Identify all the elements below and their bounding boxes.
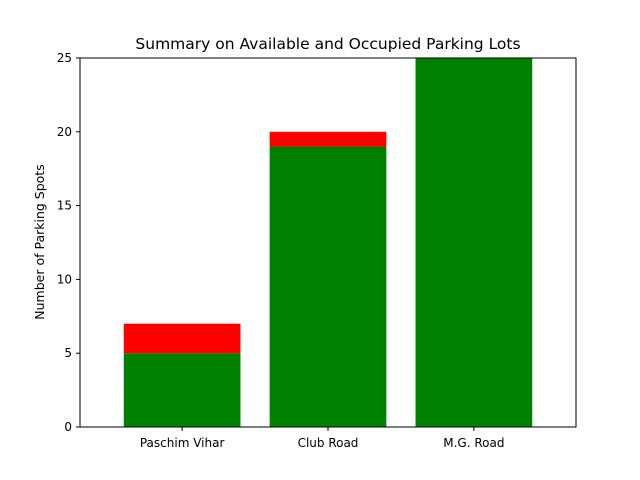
bar-segment-occupied-0	[123, 323, 241, 354]
y-tick-label: 15	[57, 199, 72, 213]
bar-segment-occupied-1	[269, 131, 387, 147]
x-tick-label: Club Road	[298, 436, 359, 450]
bar-segment-available-1	[269, 146, 387, 427]
y-tick-label: 0	[64, 420, 72, 434]
y-axis: 0 5 10 15 20 25	[57, 51, 80, 434]
x-tick-label: Paschim Vihar	[140, 436, 225, 450]
y-tick-label: 20	[57, 125, 72, 139]
bar-segment-available-0	[123, 353, 241, 427]
chart-title: Summary on Available and Occupied Parkin…	[135, 35, 520, 53]
x-tick-label: M.G. Road	[443, 436, 504, 450]
y-tick-label: 25	[57, 51, 72, 65]
y-axis-label: Number of Parking Spots	[32, 164, 47, 319]
x-axis: Paschim Vihar Club Road M.G. Road	[140, 427, 504, 450]
y-tick-label: 10	[57, 272, 72, 286]
bar-segment-available-2	[415, 58, 533, 427]
bars-group	[123, 58, 533, 427]
plot-frame	[79, 57, 577, 428]
y-tick-label: 5	[64, 346, 72, 360]
